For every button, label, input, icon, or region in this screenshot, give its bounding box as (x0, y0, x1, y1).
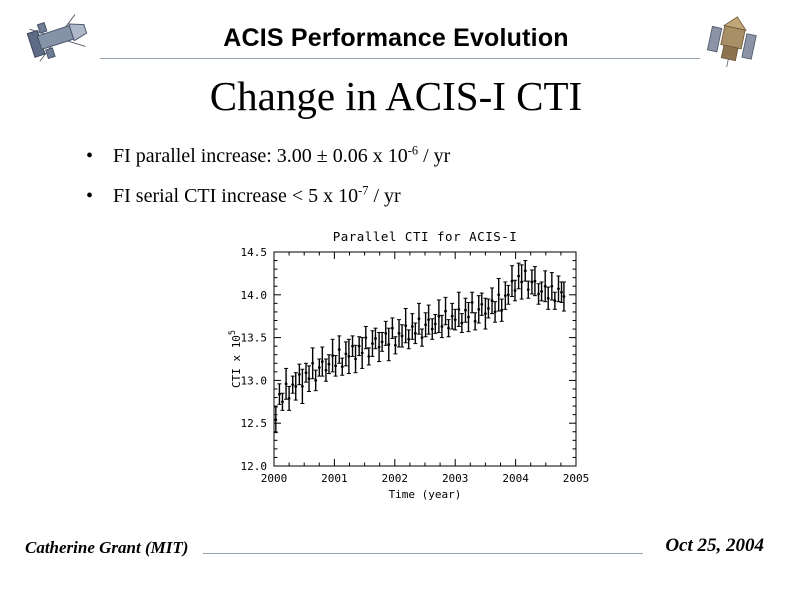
bullet-superscript: -7 (358, 183, 369, 198)
bullet-list: • FI parallel increase: 3.00 ± 0.06 x 10… (86, 144, 726, 224)
y-tick-label: 14.5 (241, 246, 268, 259)
chandra-spacecraft-icon-left (26, 14, 88, 62)
bullet-item: • FI serial CTI increase < 5 x 10-7 / yr (86, 184, 726, 209)
bullet-marker: • (86, 145, 94, 167)
x-tick-label: 2002 (382, 472, 409, 485)
y-axis-label: CTI x 105 (228, 330, 243, 388)
x-axis-label: Time (year) (389, 488, 462, 501)
slide-title: Change in ACIS-I CTI (209, 73, 583, 119)
y-tick-label: 12.5 (241, 417, 268, 430)
x-tick-label: 2003 (442, 472, 469, 485)
chart-axes (273, 251, 577, 467)
header-rule (100, 58, 700, 59)
chart-title: Parallel CTI for ACIS-I (333, 229, 518, 244)
footer-date: Oct 25, 2004 (665, 535, 764, 556)
chart-tick-labels: 2000 2001 2002 2003 2004 2005 12.0 12.5 13.0 13.5… (241, 246, 590, 485)
footer-rule (203, 553, 643, 554)
chart-data-points (273, 260, 566, 434)
y-tick-label: 13.5 (241, 332, 268, 345)
y-axis-label-exponent: 5 (228, 330, 238, 335)
cti-chart: Parallel CTI for ACIS-I Time (year) CTI … (228, 229, 590, 501)
y-tick-label: 13.0 (241, 374, 268, 387)
y-tick-label: 12.0 (241, 460, 268, 473)
footer-author: Catherine Grant (MIT) (25, 538, 189, 557)
bullet-marker: • (86, 185, 94, 207)
x-tick-label: 2001 (321, 472, 348, 485)
cti-chart-figure: Parallel CTI for ACIS-I Time (year) CTI … (222, 226, 602, 511)
y-tick-label: 14.0 (241, 289, 268, 302)
x-tick-label: 2005 (563, 472, 590, 485)
x-tick-label: 2000 (261, 472, 288, 485)
bullet-text: FI serial CTI increase < 5 x 10-7 / yr (113, 183, 401, 207)
x-tick-label: 2004 (502, 472, 529, 485)
chandra-spacecraft-icon-right (706, 16, 757, 68)
bullet-text: FI parallel increase: 3.00 ± 0.06 x 10-6… (113, 143, 451, 167)
bullet-item: • FI parallel increase: 3.00 ± 0.06 x 10… (86, 144, 726, 169)
bullet-superscript: -6 (407, 143, 419, 158)
header-title: ACIS Performance Evolution (223, 24, 569, 52)
